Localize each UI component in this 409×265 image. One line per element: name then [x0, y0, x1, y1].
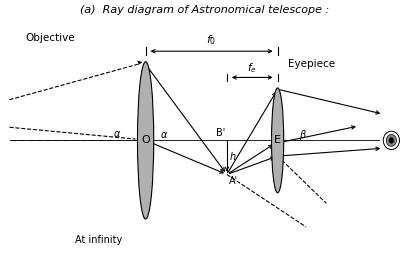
Text: E: E [274, 135, 281, 145]
Text: Objective: Objective [26, 33, 75, 43]
Text: O: O [141, 135, 150, 145]
Text: $f_e$: $f_e$ [247, 61, 257, 75]
Ellipse shape [137, 62, 154, 219]
Text: A': A' [229, 176, 238, 186]
Text: At infinity: At infinity [74, 235, 122, 245]
Ellipse shape [383, 131, 400, 149]
Text: h: h [230, 152, 236, 162]
Ellipse shape [272, 88, 284, 193]
Text: β: β [299, 130, 305, 140]
Text: $f_0$: $f_0$ [207, 33, 217, 47]
Text: B': B' [216, 128, 225, 138]
Ellipse shape [389, 138, 394, 143]
Text: α: α [161, 130, 167, 140]
Text: Eyepiece: Eyepiece [288, 59, 335, 69]
Text: (a)  Ray diagram of Astronomical telescope :: (a) Ray diagram of Astronomical telescop… [80, 5, 329, 15]
Text: α: α [114, 129, 120, 139]
Ellipse shape [386, 134, 396, 146]
